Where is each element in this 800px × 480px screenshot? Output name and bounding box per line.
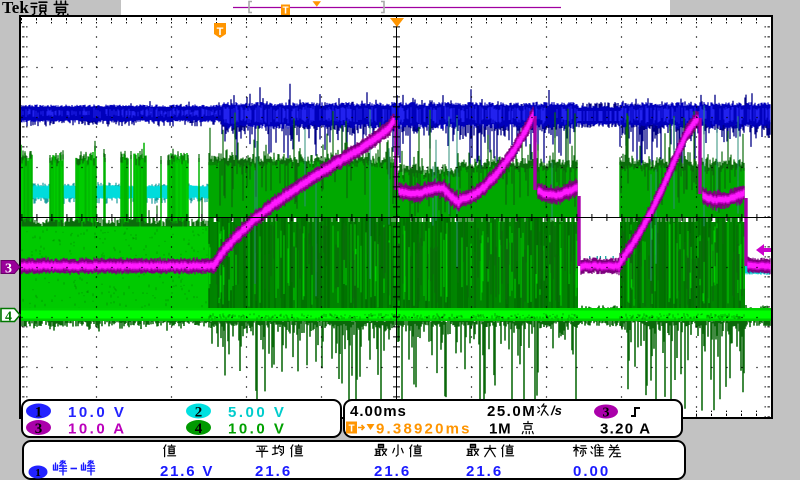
svg-text:T: T — [348, 424, 354, 435]
svg-text:21.6: 21.6 — [374, 463, 411, 480]
svg-text:3.20 A: 3.20 A — [600, 421, 651, 438]
svg-text:25.0M: 25.0M — [487, 403, 536, 420]
svg-text:1M: 1M — [489, 421, 511, 438]
svg-text:10.0 V: 10.0 V — [228, 421, 286, 438]
svg-text:10.0 A: 10.0 A — [68, 421, 127, 438]
svg-text:21.6: 21.6 — [255, 463, 292, 480]
svg-text:21.6 V: 21.6 V — [160, 463, 214, 480]
svg-text:4.00ms: 4.00ms — [350, 403, 407, 420]
svg-text:0.00: 0.00 — [573, 463, 610, 480]
svg-text:1: 1 — [35, 467, 41, 479]
svg-text:Tek: Tek — [2, 0, 29, 17]
svg-text:T: T — [217, 26, 224, 38]
svg-text:3: 3 — [603, 406, 610, 421]
svg-text:T: T — [282, 6, 288, 17]
svg-text:10.0 V: 10.0 V — [68, 404, 126, 421]
svg-text:4: 4 — [195, 421, 203, 437]
svg-text:5.00 V: 5.00 V — [228, 404, 286, 421]
svg-text:4: 4 — [5, 310, 12, 325]
svg-text:/s: /s — [550, 403, 562, 418]
svg-text:9.38920ms: 9.38920ms — [376, 421, 472, 438]
svg-text:1: 1 — [35, 404, 43, 420]
svg-text:2: 2 — [195, 404, 203, 420]
svg-text:3: 3 — [35, 421, 43, 437]
svg-text:21.6: 21.6 — [466, 463, 503, 480]
svg-text:3: 3 — [5, 262, 12, 277]
